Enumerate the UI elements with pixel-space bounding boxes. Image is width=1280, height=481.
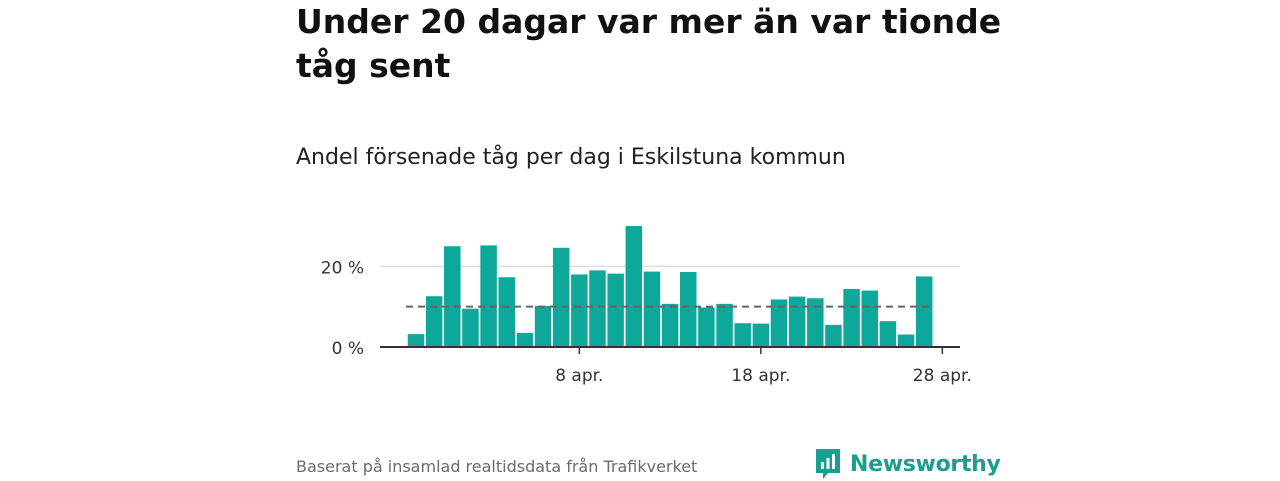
source-note: Baserat på insamlad realtidsdata från Tr… [296, 457, 698, 476]
bar [843, 288, 860, 347]
newsworthy-logo-icon [816, 449, 840, 479]
bar [788, 296, 806, 347]
newsworthy-logo: Newsworthy [814, 447, 1001, 481]
bar [879, 321, 897, 347]
bar [516, 332, 534, 347]
bar [734, 323, 751, 347]
bar [807, 298, 824, 347]
bar [825, 324, 842, 347]
x-tick-label: 28 apr. [913, 366, 972, 386]
bar [698, 307, 715, 347]
bar [680, 272, 697, 347]
bar [534, 305, 552, 347]
bar [897, 334, 915, 347]
bar-chart: 0 % 20 % 8 apr. 18 apr. 28 apr. [321, 226, 972, 386]
bar [861, 290, 878, 347]
y-tick-label: 0 % [332, 339, 364, 359]
chart-title: Under 20 dagar var mer än var tionde tåg… [296, 2, 1002, 85]
bar [425, 296, 443, 347]
bar [480, 245, 497, 347]
bar [625, 226, 643, 347]
bar [716, 303, 733, 347]
bar [752, 323, 770, 347]
bar [462, 308, 479, 347]
bar [444, 246, 461, 347]
bar [661, 303, 679, 347]
bar [498, 277, 515, 347]
chart-subtitle: Andel försenade tåg per dag i Eskilstuna… [296, 145, 846, 170]
logo-text: Newsworthy [850, 451, 1001, 477]
bar [643, 271, 661, 347]
bar [589, 270, 606, 347]
x-tick-label: 18 apr. [731, 366, 790, 386]
bar [407, 334, 425, 347]
bar [770, 299, 788, 347]
bar [571, 274, 588, 347]
bar [915, 276, 933, 347]
bar [552, 247, 570, 347]
y-tick-label: 20 % [321, 258, 364, 278]
x-tick-label: 8 apr. [555, 366, 603, 386]
bar [607, 273, 624, 347]
